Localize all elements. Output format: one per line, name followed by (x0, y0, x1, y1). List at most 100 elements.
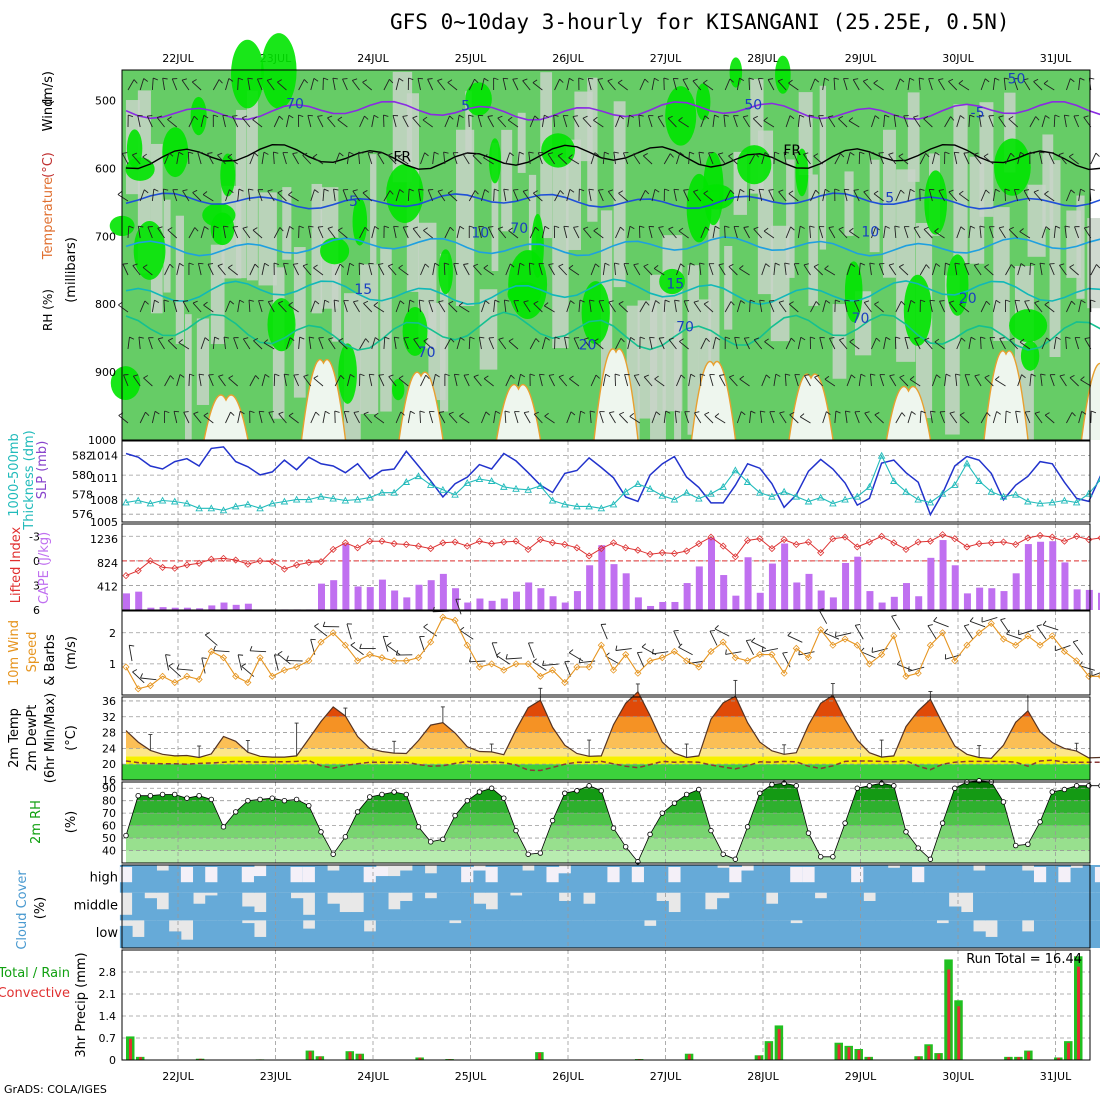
cloud-cell (692, 920, 706, 948)
wind-barb (896, 663, 913, 671)
cloud-cell (522, 920, 535, 948)
wind-barb-flag (899, 78, 905, 83)
wind-barb (288, 415, 299, 424)
wind-barb (481, 189, 486, 202)
wind-barb-flag (741, 411, 746, 416)
wind-barb-flag (848, 117, 854, 122)
wind-barb (444, 227, 451, 239)
cloud-cell (704, 920, 718, 948)
x-tick-label-top: 28JUL (747, 52, 779, 65)
wind-barb (980, 336, 982, 350)
wind-barb (615, 338, 622, 350)
wind-barb (608, 412, 616, 424)
wind-barb-flag (495, 410, 501, 414)
wind-barb-flag (252, 227, 258, 231)
wind-barb (327, 228, 336, 239)
wind-barb (883, 115, 886, 128)
rh-marker (403, 791, 410, 798)
wind-barb-flag (959, 301, 965, 305)
wind-speed-marker (195, 675, 203, 684)
wind-barb (822, 411, 827, 424)
wind-barb-flag (363, 411, 369, 415)
wind-barb (1024, 411, 1031, 424)
wind-barb-flag (851, 374, 856, 379)
cape-bar (647, 605, 655, 610)
wind-barb-flag (444, 262, 450, 265)
wind-barb (862, 80, 872, 91)
wind-barb-flag (875, 226, 880, 231)
wind-barb (176, 374, 181, 387)
wind-barb-flag (979, 225, 985, 228)
wind-barb (784, 263, 787, 276)
wind-barb (793, 263, 799, 276)
x-tick-label-bottom: 30JUL (942, 1070, 974, 1083)
cloud-cell (875, 892, 889, 921)
wind-barb (261, 374, 266, 387)
wind-barb-flag (1019, 228, 1024, 232)
temperature-contour (125, 311, 1100, 351)
cloud-cell (144, 920, 157, 948)
wind-barb-flag (973, 152, 979, 155)
wind-barb (739, 268, 750, 276)
precip-convective-bar (847, 1047, 851, 1060)
wind-barb-flag (664, 299, 670, 303)
wind-barb (683, 189, 690, 202)
wind-barb-flag (488, 226, 494, 228)
wind-barb (949, 302, 958, 313)
wind-barb (663, 299, 666, 313)
wind-barb-flag (339, 152, 344, 157)
wind-barb (395, 78, 400, 91)
cloud-cell (436, 892, 450, 921)
wind-barb (778, 191, 787, 202)
wind-barb-flag (958, 80, 964, 84)
wind-barb-flag (434, 262, 440, 266)
wind-barb-flag (860, 262, 866, 266)
lifted-index-marker (244, 560, 252, 568)
wind-barb (192, 302, 202, 313)
wind-barb-flag (153, 77, 158, 81)
temp-tick: 16 (102, 774, 116, 787)
wind-barb (676, 263, 681, 276)
wind-barb (407, 411, 411, 424)
rh-marker (696, 786, 702, 793)
cloud-cell (400, 900, 413, 921)
wind-barb (992, 300, 997, 313)
wind-barb-flag (1042, 620, 1047, 626)
wind-barb-flag (783, 151, 790, 154)
wind-barb-flag (619, 115, 624, 120)
wind-barb-flag (1009, 226, 1014, 230)
wind-speed-marker (1048, 632, 1056, 640)
wind-barb (532, 82, 543, 91)
wind-barb (487, 116, 495, 128)
wind-barb (237, 300, 241, 313)
rh-cell-moist (261, 33, 297, 109)
wind-barb-flag (1068, 153, 1074, 157)
wind-barb (529, 115, 536, 128)
rh-cell-moist (775, 55, 791, 94)
cloud-cell (132, 865, 145, 893)
wind-barb-flag (604, 262, 610, 266)
wind-barb-flag (425, 374, 430, 380)
wind-barb (718, 264, 726, 276)
wind-barb-flag (863, 189, 869, 193)
wind-barb (373, 415, 385, 424)
cape-bar (708, 537, 715, 610)
cloud-cell (217, 892, 231, 921)
wind-barb (903, 115, 909, 128)
wind-barb-flag (143, 375, 149, 379)
wind-barb-flag (423, 338, 429, 342)
rh-band-light (440, 253, 449, 412)
wind-barb (237, 189, 240, 202)
wind-barb (824, 268, 836, 276)
wind-barb-flag (1005, 410, 1011, 414)
rh-cell-moist (230, 39, 264, 109)
cloud-cell (144, 865, 157, 893)
wind-barb (277, 302, 287, 313)
wind-barb-flag (923, 226, 929, 230)
cape-bar (561, 602, 569, 610)
rh-marker (415, 824, 422, 830)
precip-convective-bar (857, 1050, 861, 1060)
wind-barb (139, 412, 146, 424)
wind-barb (327, 117, 336, 128)
cloud-cell (339, 912, 352, 921)
